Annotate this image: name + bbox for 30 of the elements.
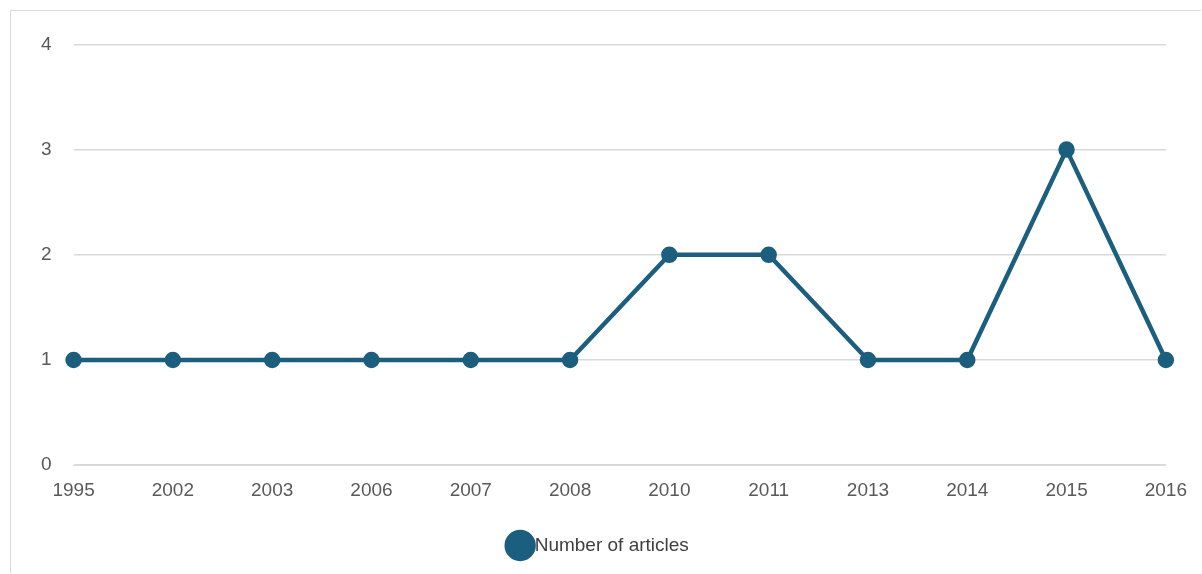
x-tick-label: 1995 [52, 478, 95, 500]
x-tick-label: 2002 [151, 478, 195, 500]
point [263, 351, 281, 369]
point [1058, 141, 1075, 158]
x-tick-label: 2003 [251, 478, 294, 500]
x-tick-label: 2011 [748, 478, 790, 500]
point [561, 351, 579, 369]
y-tick-label: 2 [40, 243, 52, 265]
point [164, 351, 182, 369]
x-tick-label: 2007 [449, 478, 492, 500]
point [363, 351, 380, 369]
x-tick-label: 2013 [846, 478, 890, 500]
point [859, 351, 877, 369]
y-tick-label: 4 [40, 32, 52, 54]
point [1157, 351, 1175, 369]
point [959, 351, 976, 369]
point [65, 351, 82, 369]
point [462, 351, 480, 369]
y-tick-label: 3 [40, 137, 52, 159]
x-tick-label: 2014 [946, 478, 989, 500]
x-tick-label: 2010 [648, 478, 691, 500]
point [661, 246, 678, 264]
legend-label: Number of articles [534, 533, 689, 555]
y-tick-label: 1 [40, 348, 52, 370]
y-tick-label: 0 [40, 453, 52, 475]
x-tick-label: 2016 [1144, 478, 1188, 500]
point [760, 246, 777, 264]
x-tick-label: 2015 [1045, 478, 1088, 500]
x-tick-label: 2006 [350, 478, 393, 500]
x-tick-label: 2008 [548, 478, 592, 500]
